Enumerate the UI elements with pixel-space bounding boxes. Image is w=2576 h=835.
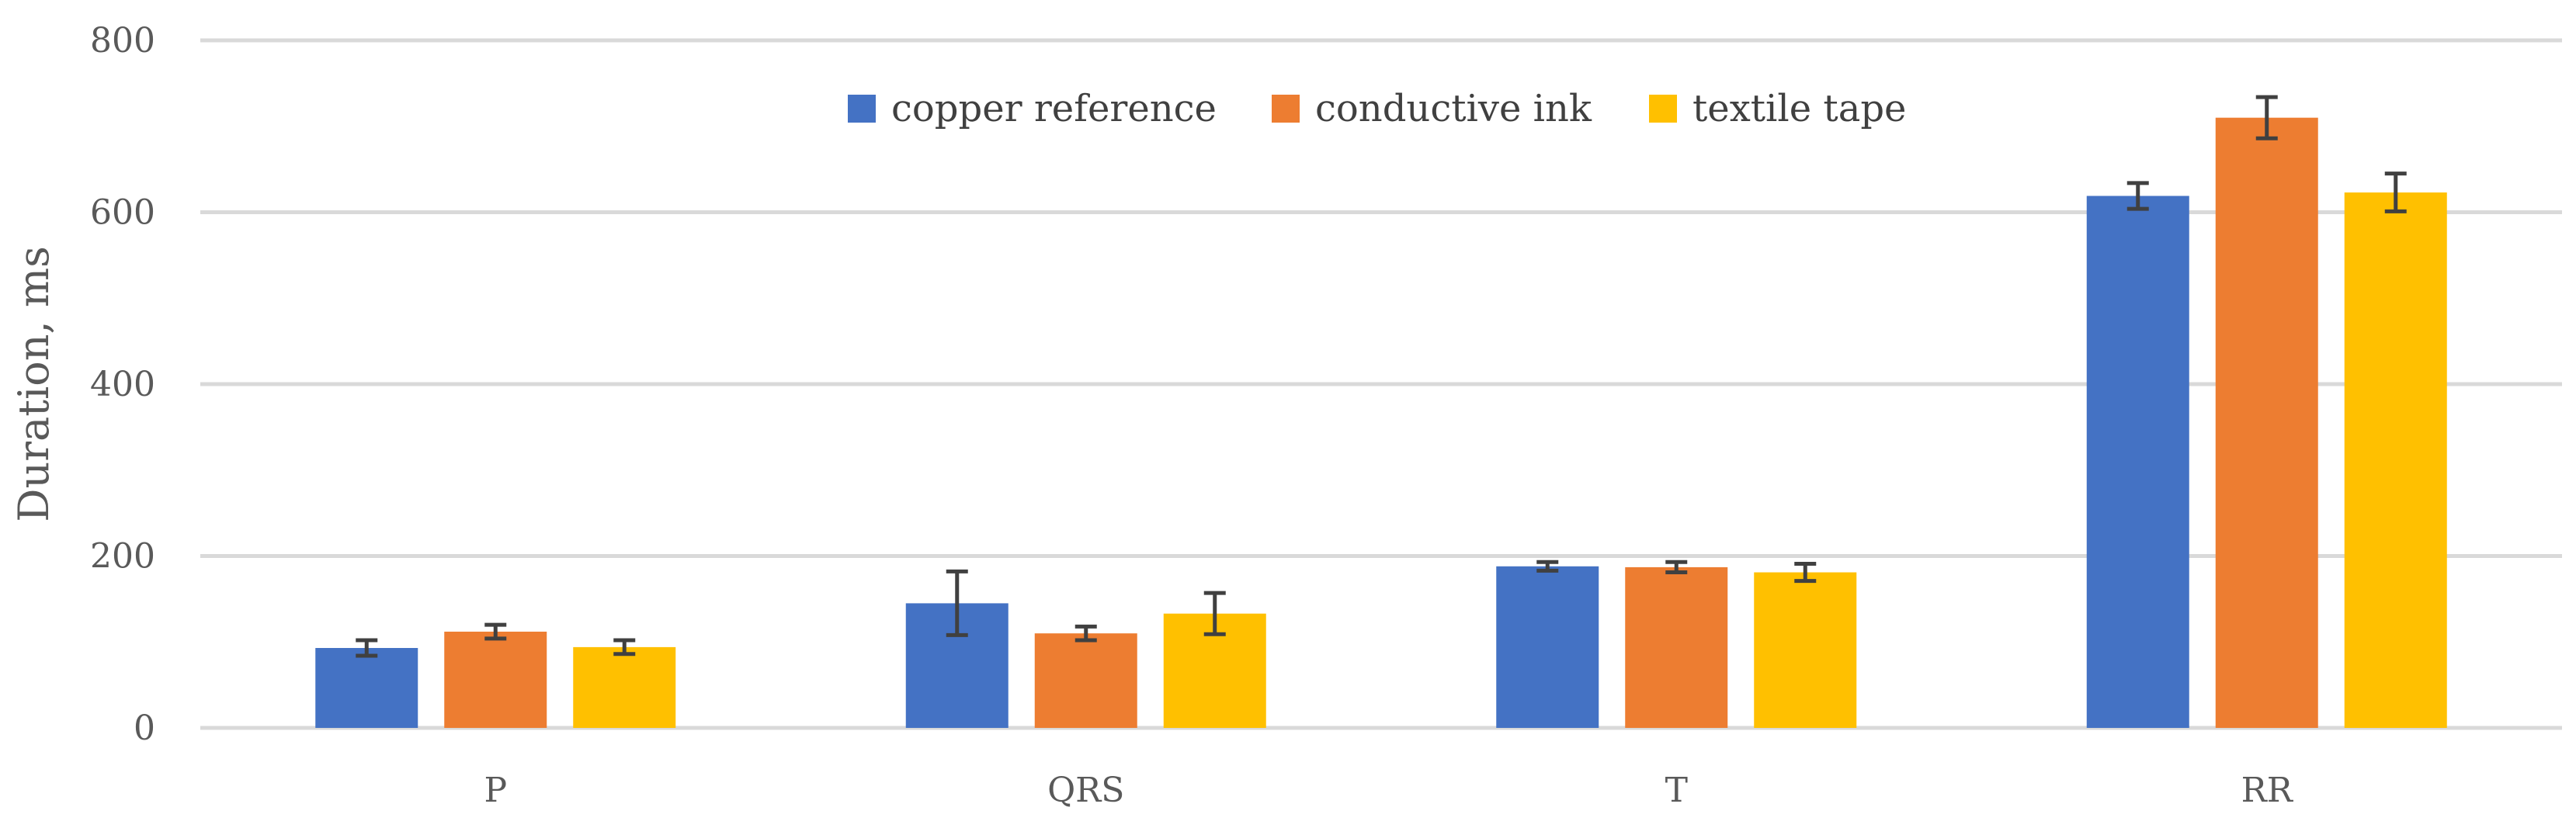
- legend: copper reference conductive ink textile ta…: [848, 87, 1906, 130]
- error-bar: [1536, 560, 1559, 573]
- x-tick-label: RR: [2241, 771, 2294, 810]
- y-tick-label: 400: [90, 365, 155, 404]
- bar-t-0: [1496, 566, 1599, 728]
- legend-swatch: [848, 95, 876, 123]
- bar-p-0: [315, 648, 418, 728]
- error-bar: [2126, 181, 2149, 211]
- bar-t-2: [1754, 572, 1857, 728]
- error-bar: [1794, 561, 1817, 584]
- x-axis-ticks: P QRS T RR: [484, 771, 2293, 810]
- y-tick-label: 600: [90, 193, 155, 233]
- bar-t-1: [1625, 566, 1728, 728]
- legend-item: conductive ink: [1272, 87, 1592, 130]
- bar-rr-1: [2215, 117, 2318, 729]
- x-tick-label: T: [1665, 771, 1688, 810]
- bar-p-1: [444, 631, 547, 728]
- bars: [315, 117, 2447, 729]
- legend-swatch: [1649, 95, 1677, 123]
- bar-qrs-1: [1034, 633, 1137, 728]
- error-bar: [484, 622, 507, 641]
- y-tick-label: 200: [90, 537, 155, 577]
- y-tick-label: 0: [134, 709, 155, 748]
- error-bar: [613, 638, 636, 657]
- x-tick-label: QRS: [1047, 771, 1124, 810]
- gridlines: [200, 38, 2562, 730]
- x-tick-label: P: [484, 771, 507, 810]
- error-bar: [356, 638, 378, 658]
- bar-rr-2: [2344, 192, 2447, 729]
- error-bar: [2384, 172, 2407, 213]
- error-bar: [1203, 591, 1226, 636]
- legend-label: conductive ink: [1315, 87, 1592, 130]
- y-axis-label: Duration, ms: [9, 246, 58, 522]
- y-tick-label: 800: [90, 21, 155, 61]
- y-axis-ticks: 0 200 400 600 800: [90, 21, 155, 748]
- error-bars: [356, 95, 2407, 658]
- bar-p-2: [573, 646, 676, 728]
- error-bar: [1074, 624, 1097, 643]
- legend-item: textile tape: [1649, 87, 1906, 130]
- legend-item: copper reference: [848, 87, 1217, 130]
- error-bar: [2255, 95, 2278, 140]
- bar-rr-0: [2086, 196, 2189, 728]
- legend-swatch: [1272, 95, 1300, 123]
- legend-label: textile tape: [1692, 87, 1906, 130]
- legend-label: copper reference: [891, 87, 1217, 130]
- error-bar: [1665, 560, 1688, 575]
- error-bar: [946, 569, 968, 637]
